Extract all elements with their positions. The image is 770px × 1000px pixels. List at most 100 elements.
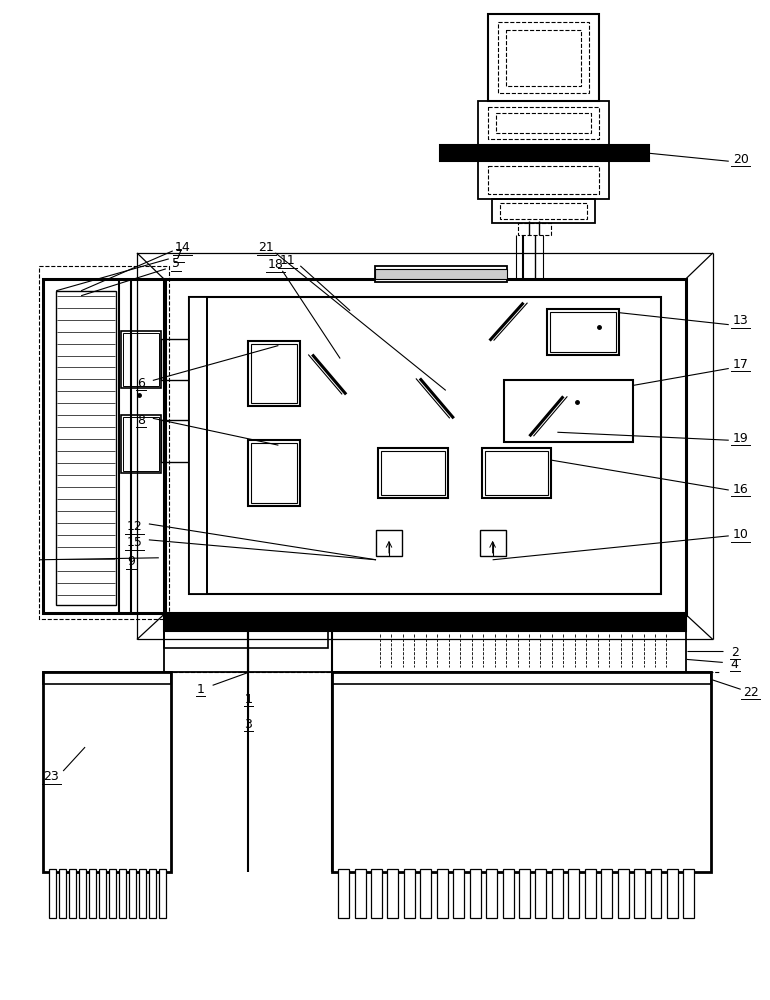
Bar	[506, 30, 581, 86]
Bar	[634, 869, 645, 918]
Bar	[404, 869, 415, 918]
Bar	[338, 869, 349, 918]
Bar	[79, 869, 86, 918]
Text: 21: 21	[259, 241, 274, 254]
Text: 9: 9	[127, 555, 135, 568]
Bar	[487, 107, 599, 139]
Bar	[535, 869, 547, 918]
Bar	[618, 869, 628, 918]
Text: 5: 5	[172, 257, 179, 270]
Bar	[517, 223, 551, 235]
Bar	[486, 869, 497, 918]
Bar	[375, 266, 507, 282]
Bar	[552, 869, 563, 918]
Bar	[551, 312, 616, 352]
Bar	[121, 415, 161, 473]
Bar	[99, 869, 106, 918]
Text: 13: 13	[733, 314, 748, 327]
Bar	[249, 440, 300, 506]
Bar	[43, 672, 171, 872]
Text: 7: 7	[175, 248, 182, 261]
Bar	[109, 869, 116, 918]
Bar	[497, 22, 589, 93]
Bar	[139, 869, 146, 918]
Bar	[43, 672, 171, 684]
Bar	[437, 869, 448, 918]
Text: 17: 17	[733, 358, 748, 371]
Text: 2: 2	[731, 646, 738, 659]
Bar	[119, 869, 126, 918]
Bar	[378, 448, 448, 498]
Text: 14: 14	[175, 241, 191, 254]
Bar	[164, 631, 686, 672]
Bar	[89, 869, 96, 918]
Text: 12: 12	[127, 520, 142, 533]
Text: 1: 1	[245, 693, 253, 706]
Bar	[355, 869, 366, 918]
Bar	[568, 869, 579, 918]
Text: 4: 4	[731, 658, 738, 671]
Text: 10: 10	[733, 528, 748, 541]
Bar	[189, 297, 661, 594]
Text: 19: 19	[733, 432, 748, 445]
Bar	[164, 613, 686, 631]
Bar	[519, 869, 530, 918]
Bar	[39, 266, 169, 619]
Bar	[252, 344, 297, 403]
Text: 15: 15	[127, 536, 143, 549]
Bar	[684, 869, 695, 918]
Bar	[123, 417, 159, 471]
Text: 16: 16	[733, 483, 748, 496]
Bar	[159, 869, 166, 918]
Text: 6: 6	[137, 377, 145, 390]
Bar	[487, 166, 599, 194]
Bar	[470, 869, 480, 918]
Bar	[252, 443, 297, 503]
Text: 23: 23	[43, 770, 59, 783]
Bar	[371, 869, 382, 918]
Bar	[381, 451, 445, 495]
Bar	[164, 279, 686, 615]
Bar	[69, 869, 76, 918]
Text: 3: 3	[245, 718, 253, 731]
Bar	[584, 869, 596, 918]
Text: 18: 18	[267, 258, 283, 271]
Bar	[376, 530, 402, 556]
Bar	[59, 869, 66, 918]
Bar	[161, 339, 189, 380]
Bar	[477, 161, 609, 199]
Text: 20: 20	[733, 153, 748, 166]
Bar	[503, 869, 514, 918]
Bar	[491, 199, 595, 223]
Bar	[164, 631, 328, 648]
Bar	[43, 279, 165, 613]
Text: 11: 11	[280, 254, 295, 267]
Bar	[496, 113, 591, 133]
Bar	[440, 145, 649, 161]
Bar	[56, 291, 116, 605]
Bar	[454, 869, 464, 918]
Bar	[189, 297, 206, 594]
Bar	[667, 869, 678, 918]
Bar	[375, 269, 507, 279]
Bar	[161, 420, 189, 462]
Bar	[477, 101, 609, 145]
Text: 1: 1	[196, 683, 205, 696]
Bar	[651, 869, 661, 918]
Bar	[129, 869, 136, 918]
Bar	[121, 331, 161, 388]
Bar	[149, 869, 156, 918]
Text: 8: 8	[137, 414, 145, 427]
Text: 1: 1	[245, 693, 253, 706]
Bar	[49, 869, 56, 918]
Text: 22: 22	[743, 686, 758, 699]
Bar	[332, 672, 711, 872]
Bar	[500, 203, 588, 219]
Bar	[601, 869, 612, 918]
Bar	[249, 341, 300, 406]
Bar	[387, 869, 398, 918]
Bar	[484, 451, 548, 495]
Bar	[504, 380, 633, 442]
Bar	[482, 448, 551, 498]
Bar	[487, 14, 599, 101]
